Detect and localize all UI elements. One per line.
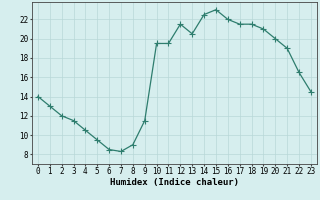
X-axis label: Humidex (Indice chaleur): Humidex (Indice chaleur) (110, 178, 239, 187)
